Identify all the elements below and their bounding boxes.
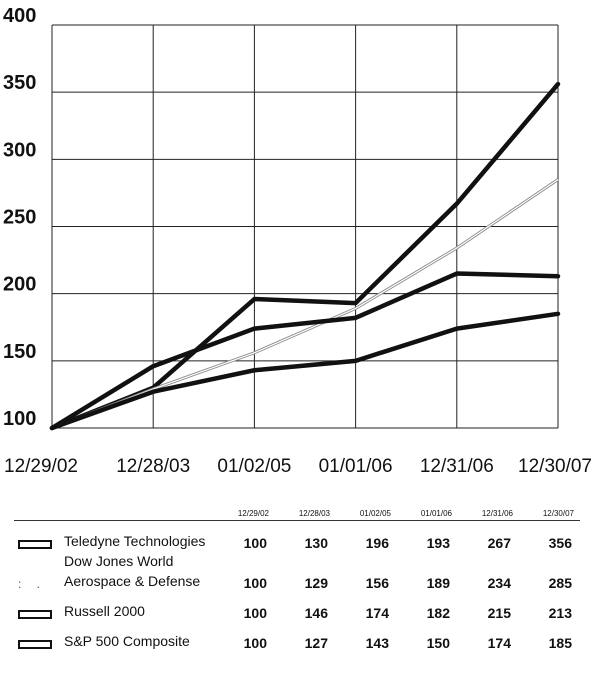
table-cell: 129 xyxy=(304,575,328,591)
table-cell: 100 xyxy=(243,535,267,551)
y-tick-label: 350 xyxy=(3,72,36,94)
x-tick-label: 01/01/06 xyxy=(319,456,393,477)
table-cell: 130 xyxy=(304,535,328,551)
table-header-date: 12/29/02 xyxy=(214,506,275,521)
table-cell: 182 xyxy=(426,605,450,621)
table-cell: 174 xyxy=(487,635,511,651)
table-row: Teledyne Technologies 100 130 196 193 26… xyxy=(14,521,580,552)
table-cell: 356 xyxy=(548,535,572,551)
x-tick-label: 12/29/02 xyxy=(4,456,78,477)
line-chart: 100 150 200 250 300 350 400 12/29/02 12/28/03 01… xyxy=(3,5,592,477)
series-line xyxy=(49,311,561,431)
series-name: Teledyne Technologies xyxy=(64,533,206,549)
series-name-line: Aerospace & Defense xyxy=(64,573,201,589)
table-cell: 189 xyxy=(426,575,450,591)
table-header-blank xyxy=(14,506,214,521)
table-cell: 100 xyxy=(243,635,267,651)
series-line xyxy=(49,81,561,431)
table-header-date: 12/28/03 xyxy=(275,506,336,521)
series-name-cell: S&P 500 Composite xyxy=(14,621,214,651)
table-cell: 174 xyxy=(365,605,389,621)
table-cell: 150 xyxy=(426,635,450,651)
legend-swatch xyxy=(18,539,52,549)
chart-series xyxy=(49,81,561,431)
x-tick-label: 12/31/06 xyxy=(420,456,494,477)
table-cell: 285 xyxy=(548,575,572,591)
table-header-date: 01/01/06 xyxy=(397,506,458,521)
legend-swatch xyxy=(18,609,52,619)
series-line-inner xyxy=(51,178,559,429)
table-cell: 215 xyxy=(487,605,511,621)
table-cell: 146 xyxy=(304,605,328,621)
table-cell: 127 xyxy=(304,635,328,651)
y-axis-ticks: 100 150 200 250 300 350 400 xyxy=(3,5,36,430)
series-line xyxy=(51,178,559,430)
table-cell: 185 xyxy=(548,635,572,651)
x-tick-label: 12/30/07 xyxy=(518,456,592,477)
data-table: 12/29/02 12/28/03 01/02/05 01/01/06 12/3… xyxy=(14,506,580,651)
series-name-cell: : . Dow Jones World Aerospace & Defense xyxy=(14,551,214,591)
table-cell: 100 xyxy=(243,575,267,591)
table-cell: 196 xyxy=(365,535,389,551)
series-name: Dow Jones World Aerospace & Defense xyxy=(64,551,200,591)
table-row: Russell 2000 100 146 174 182 215 213 xyxy=(14,591,580,621)
table-cell: 193 xyxy=(426,535,450,551)
table-header-date: 12/31/06 xyxy=(458,506,519,521)
series-name-cell: Russell 2000 xyxy=(14,591,214,621)
table-cell: 213 xyxy=(548,605,572,621)
series-name: S&P 500 Composite xyxy=(64,633,190,649)
legend-swatch-dotted: : . xyxy=(18,577,47,591)
y-tick-label: 150 xyxy=(3,341,36,363)
x-tick-label: 01/02/05 xyxy=(217,456,291,477)
x-tick-label: 12/28/03 xyxy=(116,456,190,477)
table-cell: 267 xyxy=(487,535,511,551)
series-name-cell: Teledyne Technologies xyxy=(14,521,214,552)
y-tick-label: 250 xyxy=(3,207,36,229)
table-cell: 156 xyxy=(365,575,389,591)
y-tick-label: 200 xyxy=(3,274,36,296)
table-header-date: 12/30/07 xyxy=(519,506,580,521)
y-tick-label: 100 xyxy=(3,408,36,430)
table-row: : . Dow Jones World Aerospace & Defense 10… xyxy=(14,551,580,591)
legend-swatch xyxy=(18,639,52,649)
series-line xyxy=(49,271,561,431)
y-tick-label: 300 xyxy=(3,139,36,161)
y-tick-label: 400 xyxy=(3,5,36,27)
table-cell: 143 xyxy=(365,635,389,651)
table-row: S&P 500 Composite 100 127 143 150 174 18… xyxy=(14,621,580,651)
series-name-line: Dow Jones World xyxy=(64,553,174,569)
x-axis-ticks: 12/29/02 12/28/03 01/02/05 01/01/06 12/31/06… xyxy=(4,456,592,477)
chart-grid xyxy=(51,24,559,429)
series-name: Russell 2000 xyxy=(64,603,145,619)
table-header-date: 01/02/05 xyxy=(336,506,397,521)
table-cell: 100 xyxy=(243,605,267,621)
table-cell: 234 xyxy=(487,575,511,591)
table-header-row: 12/29/02 12/28/03 01/02/05 01/01/06 12/3… xyxy=(14,506,580,521)
